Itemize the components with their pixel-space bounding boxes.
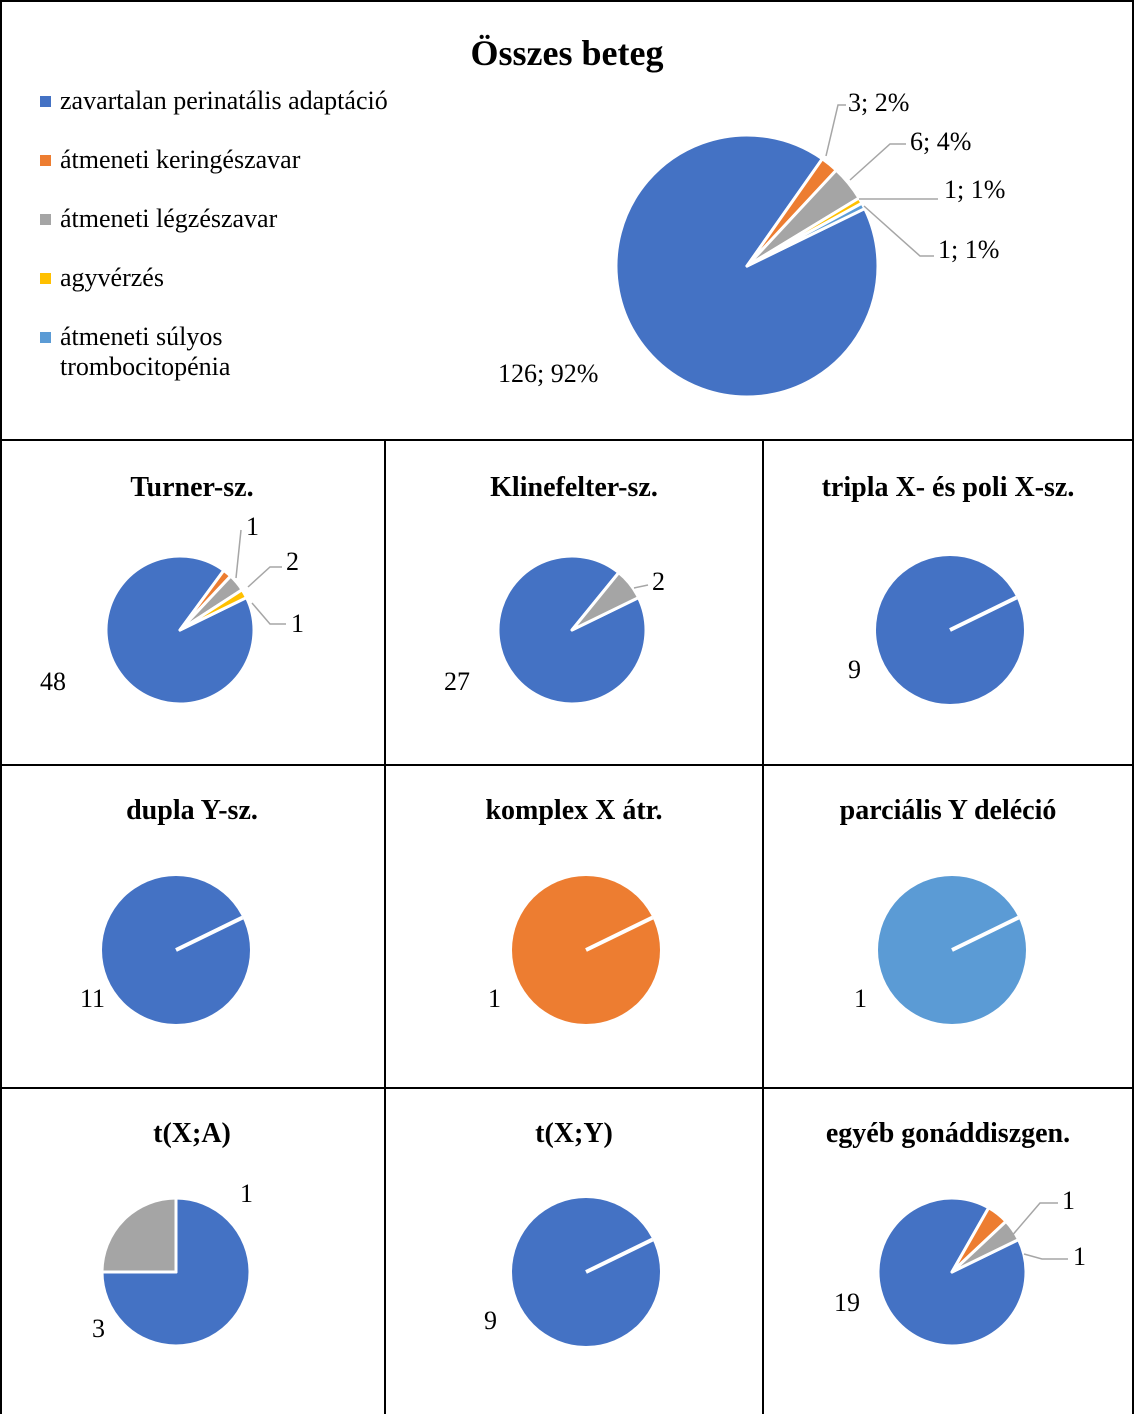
data-label: 9: [848, 655, 861, 684]
pie-slice: [950, 1219, 1021, 1274]
data-label: 48: [40, 667, 66, 696]
legend-label: agyvérzés: [60, 263, 164, 292]
pie-slice: [100, 1196, 252, 1348]
data-label: 9: [484, 1306, 497, 1335]
data-label: 3: [92, 1314, 105, 1343]
data-label: 1: [291, 609, 304, 638]
legend-label: átmeneti súlyos trombocitopénia: [60, 322, 231, 381]
data-label: 1: [488, 984, 501, 1013]
leader-line: [825, 104, 846, 157]
data-label: 1: [240, 1179, 253, 1208]
chart-title-klinefelter: Klinefelter-sz.: [490, 472, 658, 503]
data-label: 3; 2%: [848, 88, 909, 117]
data-label: 1; 1%: [944, 175, 1005, 204]
chart-title-other-gonad: egyéb gonáddiszgen.: [825, 1118, 1071, 1149]
pie-slice: [745, 201, 867, 268]
legend-swatch: [40, 96, 51, 107]
legend-swatch: [40, 273, 51, 284]
data-label: 126; 92%: [498, 359, 598, 388]
pie-slice-edge: [951, 915, 1020, 952]
legend-item: átmeneti keringészavar: [36, 145, 506, 175]
data-label: 6; 4%: [910, 127, 971, 156]
legend-label: átmeneti légzészavar: [60, 204, 278, 233]
legend-swatch: [40, 332, 51, 343]
leader-line: [1009, 1202, 1058, 1239]
grid-line: [0, 439, 1134, 441]
legend-swatch: [40, 155, 51, 166]
data-label: 1: [246, 512, 259, 541]
legend-label: zavartalan perinatális adaptáció: [60, 86, 388, 115]
leader-line: [1023, 1253, 1068, 1260]
data-label: 19: [834, 1288, 860, 1317]
data-label: 1; 1%: [938, 235, 999, 264]
leader-line: [849, 143, 906, 181]
leader-line: [863, 205, 934, 257]
pie-slice-edge: [585, 915, 654, 952]
pie-slice: [178, 588, 249, 632]
pie-slice-edge: [585, 1237, 654, 1274]
pie-slice-edge: [949, 595, 1018, 632]
leader-line: [235, 529, 242, 579]
grid-line: [0, 1087, 1134, 1089]
chart-title-turner: Turner-sz.: [130, 472, 254, 503]
chart-title-txa: t(X;A): [153, 1118, 231, 1149]
chart-title-triple-x: tripla X- és poli X-sz.: [821, 472, 1075, 503]
legend-item: agyvérzés: [36, 263, 506, 293]
grid-line: [0, 0, 2, 1414]
pie-slice-edge: [175, 915, 244, 952]
legend: zavartalan perinatális adaptáció átmenet…: [36, 86, 506, 411]
legend-label: átmeneti keringészavar: [60, 145, 301, 174]
grid-line: [1132, 0, 1134, 1414]
legend-swatch: [40, 214, 51, 225]
grid-line: [0, 764, 1134, 766]
data-label: 1: [854, 984, 867, 1013]
grid-line: [762, 440, 764, 1414]
data-label: 27: [444, 667, 470, 696]
grid-line: [0, 0, 1134, 2]
grid-line: [384, 440, 386, 1414]
pie-slice: [100, 1196, 178, 1274]
leader-line: [247, 566, 282, 588]
chart-title-total: Összes beteg: [470, 33, 664, 73]
legend-item: átmeneti légzészavar: [36, 204, 506, 234]
chart-title-double-y: dupla Y-sz.: [126, 795, 258, 826]
legend-item: átmeneti súlyos trombocitopénia: [36, 322, 320, 382]
pie-slice: [570, 571, 641, 632]
legend-item: zavartalan perinatális adaptáció: [36, 86, 506, 116]
data-label: 2: [286, 547, 299, 576]
data-label: 1: [1073, 1242, 1086, 1271]
leader-line: [633, 584, 649, 589]
chart-title-complex-x: komplex X átr.: [485, 795, 663, 826]
data-label: 2: [652, 567, 665, 596]
data-label: 1: [1062, 1186, 1075, 1215]
chart-title-txy: t(X;Y): [535, 1118, 613, 1149]
data-label: 11: [80, 984, 105, 1013]
leader-line: [251, 602, 286, 625]
chart-title-partial-y: parciális Y deléció: [839, 795, 1057, 826]
